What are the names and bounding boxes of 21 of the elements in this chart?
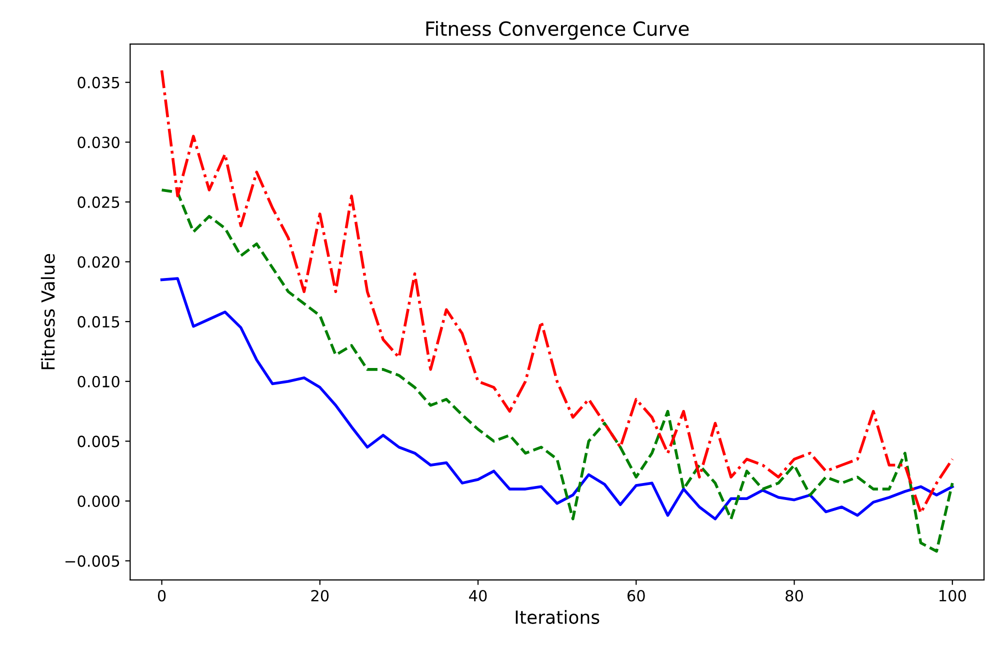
y-tick-label: 0.010 [78,376,120,388]
line-series [160,277,954,520]
y-tick-label: 0.020 [78,256,120,268]
y-tick-label: 0.035 [78,76,120,88]
y-tick-label: 0.030 [78,136,120,148]
y-tick-label: 0.025 [78,196,120,208]
y-tick-label: 0.005 [78,436,120,448]
x-tick-label: 40 [469,590,487,602]
y-tick-label: 0.000 [78,495,120,508]
y-axis-title: Fitness Value [40,254,55,370]
x-tick-label: 0 [158,590,166,602]
line-series [160,68,954,514]
x-tick-label: 80 [786,590,803,602]
x-tick-label: 20 [311,590,329,602]
line-series [160,188,954,553]
x-tick-label: 100 [940,590,966,602]
y-tick-label: 0.015 [78,316,120,328]
x-tick-label: 60 [628,590,645,602]
chart-title: Fitness Convergence Curve [426,20,689,40]
y-tick-label: −0.005 [66,555,120,567]
x-axis-title: Iterations [516,610,600,624]
